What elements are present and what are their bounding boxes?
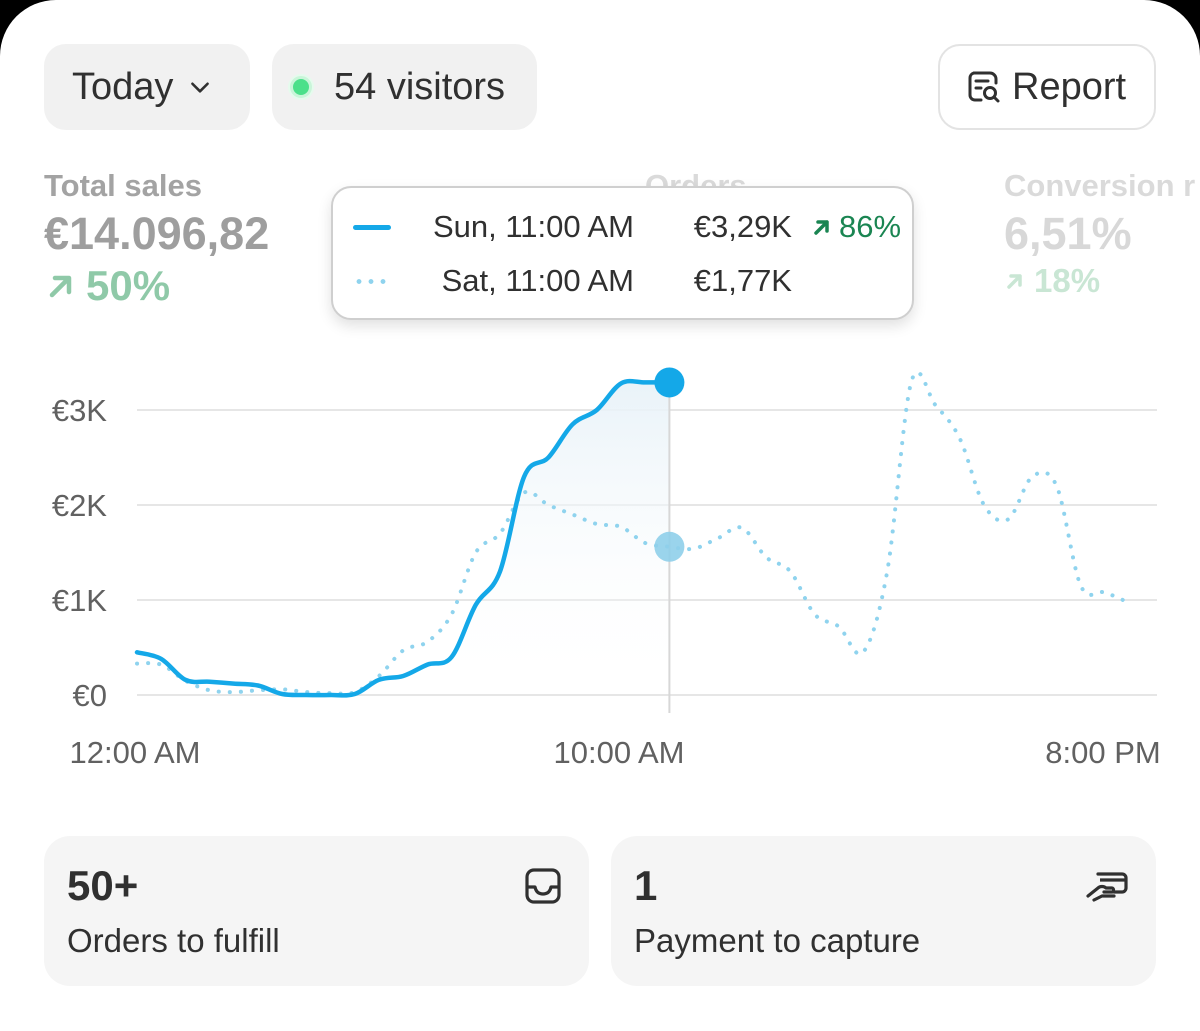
y-tick-label: €2K bbox=[52, 488, 107, 523]
visitors-label: 54 visitors bbox=[334, 65, 506, 108]
tile-count: 50+ bbox=[67, 862, 139, 909]
series-previous-highlight-point bbox=[654, 531, 685, 562]
live-dot-icon bbox=[290, 76, 312, 98]
x-tick-label: 10:00 AM bbox=[554, 735, 685, 770]
legend-solid-key bbox=[353, 224, 391, 230]
arrow-up-right-icon bbox=[814, 220, 829, 235]
report-search-icon bbox=[968, 71, 1000, 103]
chevron-down-icon bbox=[191, 82, 210, 93]
y-tick-label: €3K bbox=[52, 393, 107, 428]
x-tick-label: 12:00 AM bbox=[70, 735, 201, 770]
sales-line-chart[interactable]: €0 €1K €2K €3K 12:00 AM 10:00 AM 8:00 PM bbox=[0, 330, 1200, 790]
metric-delta: 50% bbox=[44, 262, 269, 310]
y-axis-ticks: €0 €1K €2K €3K bbox=[52, 393, 107, 713]
tooltip-value: €1,77K bbox=[693, 263, 792, 298]
metric-conversion-rate[interactable]: Conversion r 6,51% 18% bbox=[1004, 168, 1195, 300]
x-axis-ticks: 12:00 AM 10:00 AM 8:00 PM bbox=[70, 735, 1161, 770]
tooltip-date: Sun, 11:00 AM bbox=[432, 209, 634, 244]
metric-delta-value: 50% bbox=[86, 262, 171, 309]
arrow-up-right-icon bbox=[49, 275, 72, 298]
arrow-up-right-icon bbox=[1007, 274, 1022, 289]
period-selector[interactable]: Today bbox=[44, 44, 250, 130]
tile-count: 1 bbox=[634, 862, 658, 909]
metric-label: Total sales bbox=[44, 168, 202, 203]
period-label: Today bbox=[72, 65, 174, 108]
orders-to-fulfill-card[interactable]: 50+ Orders to fulfill bbox=[44, 836, 589, 986]
report-label: Report bbox=[1012, 65, 1127, 108]
series-previous-line bbox=[135, 370, 1132, 696]
series-current-line bbox=[134, 378, 672, 698]
metric-label: Conversion r bbox=[1004, 168, 1196, 203]
metric-value: €14.096,82 bbox=[44, 208, 270, 259]
y-tick-label: €1K bbox=[52, 583, 107, 618]
metric-value: 6,51% bbox=[1004, 208, 1132, 259]
live-visitors-button[interactable]: 54 visitors bbox=[272, 44, 537, 130]
series-current-highlight-point bbox=[654, 367, 685, 398]
tooltip-date: Sat, 11:00 AM bbox=[441, 263, 634, 298]
y-tick-label: €0 bbox=[73, 678, 107, 713]
tooltip-row-previous: Sat, 11:00 AM €1,77K bbox=[353, 256, 913, 306]
metric-total-sales[interactable]: Total sales €14.096,82 50% bbox=[44, 168, 269, 310]
legend-dotted-key bbox=[353, 278, 391, 284]
metric-delta-value: 18% bbox=[1034, 262, 1101, 299]
tooltip-delta-value: 86% bbox=[839, 209, 902, 244]
tile-label: Payment to capture bbox=[634, 922, 921, 959]
tooltip-delta: 86% bbox=[811, 209, 901, 245]
metric-delta: 18% bbox=[1004, 262, 1195, 300]
inbox-icon bbox=[525, 868, 561, 904]
tooltip-row-current: Sun, 11:00 AM €3,29K 86% bbox=[353, 202, 913, 252]
x-tick-label: 8:00 PM bbox=[1045, 735, 1160, 770]
series-current-area bbox=[137, 381, 670, 696]
tile-label: Orders to fulfill bbox=[67, 922, 280, 959]
hand-card-icon bbox=[1086, 872, 1128, 902]
payment-to-capture-card[interactable]: 1 Payment to capture bbox=[611, 836, 1156, 986]
chart-tooltip: Sun, 11:00 AM €3,29K 86% Sat, 11:00 AM €… bbox=[331, 186, 914, 320]
tooltip-value: €3,29K bbox=[693, 209, 792, 244]
report-button[interactable]: Report bbox=[938, 44, 1156, 130]
